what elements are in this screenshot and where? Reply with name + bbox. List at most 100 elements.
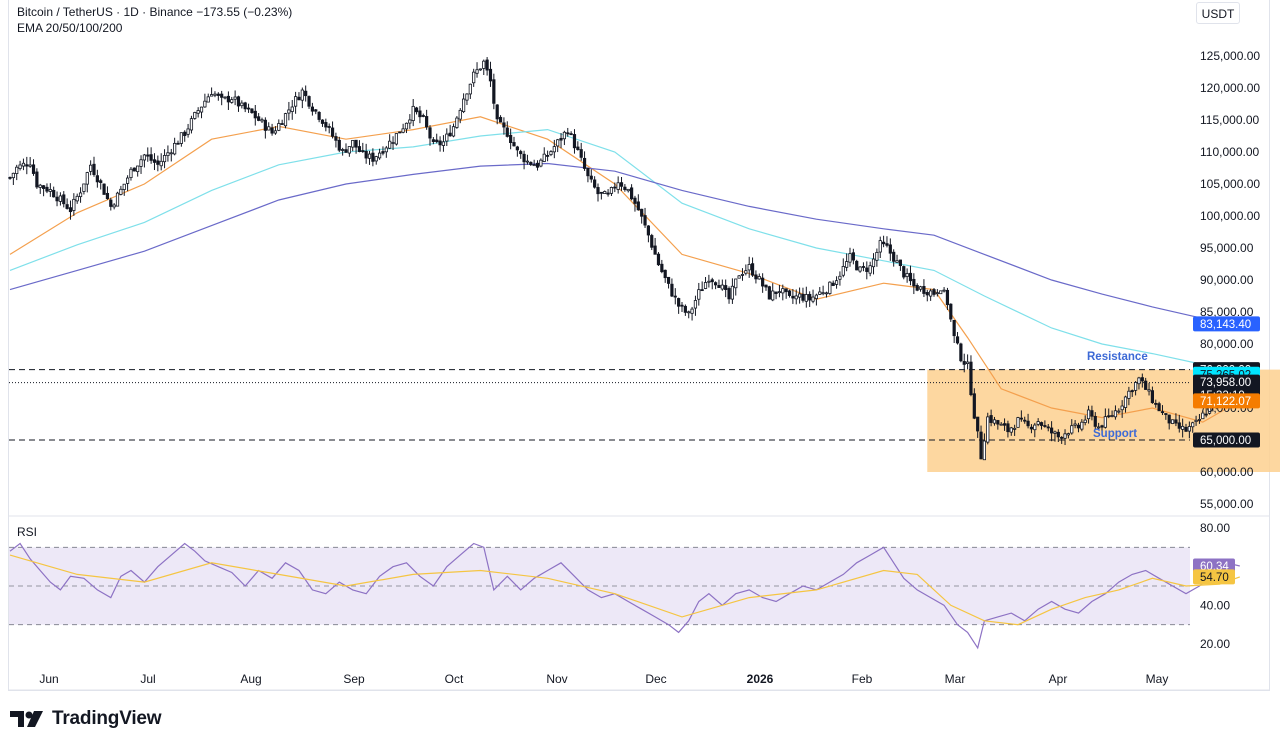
- candle-body: [85, 172, 89, 185]
- candle-body: [1016, 417, 1020, 428]
- candle-body: [774, 291, 778, 294]
- candle-body: [492, 79, 496, 104]
- candle-body: [18, 164, 22, 169]
- candle-body: [861, 266, 866, 268]
- candle-body: [95, 175, 99, 183]
- candle-body: [814, 294, 819, 300]
- candle-body: [925, 292, 929, 296]
- candle-body: [519, 151, 523, 155]
- candle-body: [895, 260, 899, 263]
- candle-body: [1167, 414, 1171, 424]
- candle-body: [962, 361, 966, 365]
- tradingview-logo[interactable]: TradingView: [10, 706, 162, 732]
- candle-body: [828, 281, 832, 294]
- candle-body: [865, 267, 869, 272]
- candle-body: [781, 288, 785, 294]
- candle-body: [619, 182, 624, 187]
- candle-body: [99, 180, 103, 183]
- candle-body: [31, 164, 36, 174]
- candle-body: [1080, 421, 1084, 430]
- indicator-legend[interactable]: EMA 20/50/100/200: [17, 21, 123, 35]
- candle-body: [1066, 433, 1070, 436]
- candle-body: [579, 149, 583, 158]
- price-axis-label: 110,000.00: [1200, 145, 1259, 159]
- candle-body: [727, 288, 731, 300]
- time-axis-label: May: [1146, 672, 1169, 686]
- candle-body: [576, 146, 580, 150]
- candle-body: [818, 291, 822, 295]
- candle-body: [754, 274, 758, 280]
- candle-body: [1174, 419, 1178, 424]
- candle-body: [771, 290, 775, 301]
- candle-body: [42, 185, 46, 189]
- candle-body: [767, 286, 771, 300]
- candle-body: [1050, 427, 1054, 434]
- candle-body: [522, 153, 526, 163]
- candle-body: [48, 189, 52, 192]
- ema-line-ema-50: [9, 128, 1240, 375]
- price-axis-label: 95,000.00: [1200, 241, 1254, 255]
- candle-body: [431, 139, 435, 142]
- candle-body: [267, 126, 271, 131]
- candle-body: [199, 106, 204, 113]
- candle-body: [287, 109, 291, 114]
- candle-body: [992, 419, 997, 424]
- candle-body: [8, 177, 12, 179]
- candle-body: [1046, 426, 1050, 429]
- candle-body: [1026, 420, 1030, 427]
- candle-body: [216, 93, 220, 96]
- candle-body: [552, 146, 556, 153]
- candle-body: [418, 110, 422, 118]
- candle-body: [441, 141, 446, 146]
- candle-body: [381, 151, 385, 154]
- candle-body: [334, 136, 338, 141]
- candle-body: [945, 289, 950, 306]
- symbol-title[interactable]: Bitcoin / TetherUS · 1D · Binance −173.5…: [17, 5, 293, 19]
- candle-body: [283, 113, 288, 127]
- candle-body: [1113, 410, 1118, 418]
- candle-body: [955, 336, 960, 344]
- candles: [8, 57, 1242, 461]
- candle-body: [1009, 427, 1013, 433]
- ema-line-ema-100: [9, 162, 1240, 325]
- candle-body: [650, 235, 654, 248]
- candle-body: [290, 106, 294, 112]
- candle-body: [640, 208, 644, 217]
- candle-body: [952, 319, 956, 337]
- candle-body: [556, 139, 560, 147]
- candle-body: [1134, 382, 1138, 391]
- candle-body: [1056, 431, 1060, 438]
- candle-body: [653, 245, 657, 255]
- time-axis-label: Nov: [546, 672, 567, 686]
- candle-body: [834, 280, 839, 285]
- candle-body: [162, 155, 167, 163]
- candle-body: [351, 139, 355, 148]
- candle-body: [599, 191, 603, 194]
- time-axis-label: Sep: [343, 672, 365, 686]
- candle-body: [801, 293, 805, 301]
- candle-body: [986, 416, 990, 443]
- candle-body: [203, 100, 207, 108]
- candle-body: [841, 266, 845, 276]
- candle-body: [488, 68, 493, 82]
- currency-selector[interactable]: USDT: [1196, 2, 1240, 24]
- candle-body: [875, 252, 879, 261]
- candle-body: [1191, 422, 1195, 428]
- chart-canvas[interactable]: Resistance Support 125,000.00 120,000.00 115…: [0, 0, 1280, 700]
- candle-body: [277, 123, 281, 131]
- candle-body: [885, 243, 889, 246]
- rsi-axis-label: 80.00: [1200, 521, 1230, 535]
- candle-body: [455, 117, 459, 128]
- candle-body: [1090, 410, 1094, 417]
- candle-body: [798, 293, 802, 298]
- candle-body: [882, 241, 886, 245]
- candle-body: [38, 184, 42, 188]
- candle-body: [761, 277, 765, 287]
- time-axis-label: 2026: [747, 672, 774, 686]
- candle-body: [677, 298, 681, 307]
- candle-body: [1006, 423, 1010, 433]
- candle-body: [549, 151, 553, 155]
- candle-body: [297, 96, 301, 101]
- candle-body: [156, 160, 160, 165]
- candle-body: [935, 292, 939, 295]
